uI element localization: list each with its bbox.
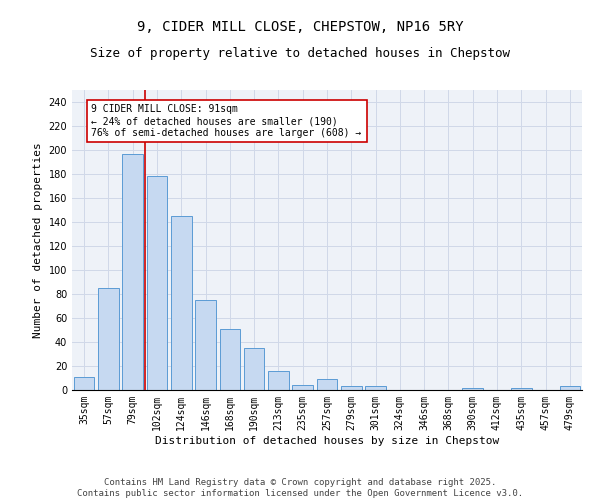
Bar xyxy=(292,385,313,390)
Bar xyxy=(317,379,337,390)
Bar xyxy=(341,386,362,390)
Bar xyxy=(560,386,580,390)
X-axis label: Distribution of detached houses by size in Chepstow: Distribution of detached houses by size … xyxy=(155,436,499,446)
Y-axis label: Number of detached properties: Number of detached properties xyxy=(33,142,43,338)
Bar xyxy=(171,216,191,390)
Bar xyxy=(365,386,386,390)
Bar xyxy=(463,388,483,390)
Text: Size of property relative to detached houses in Chepstow: Size of property relative to detached ho… xyxy=(90,48,510,60)
Text: 9 CIDER MILL CLOSE: 91sqm
← 24% of detached houses are smaller (190)
76% of semi: 9 CIDER MILL CLOSE: 91sqm ← 24% of detac… xyxy=(91,104,362,138)
Bar xyxy=(195,300,216,390)
Bar xyxy=(74,377,94,390)
Bar xyxy=(511,388,532,390)
Bar xyxy=(220,329,240,390)
Text: 9, CIDER MILL CLOSE, CHEPSTOW, NP16 5RY: 9, CIDER MILL CLOSE, CHEPSTOW, NP16 5RY xyxy=(137,20,463,34)
Bar xyxy=(244,348,265,390)
Bar xyxy=(146,176,167,390)
Bar xyxy=(268,371,289,390)
Text: Contains HM Land Registry data © Crown copyright and database right 2025.
Contai: Contains HM Land Registry data © Crown c… xyxy=(77,478,523,498)
Bar xyxy=(122,154,143,390)
Bar xyxy=(98,288,119,390)
